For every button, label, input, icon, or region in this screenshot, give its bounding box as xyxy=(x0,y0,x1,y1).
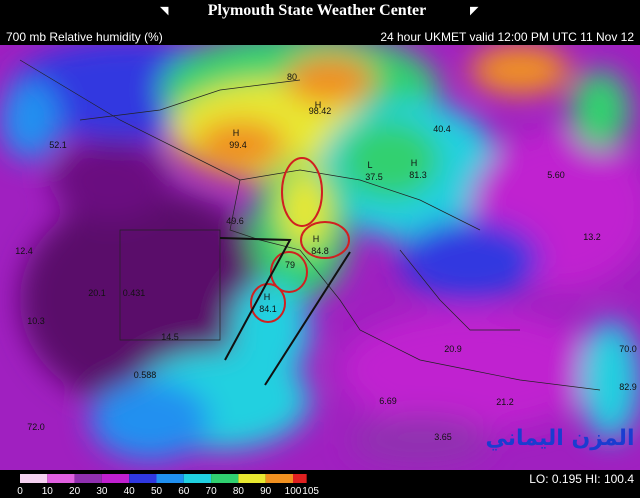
map-label: H xyxy=(233,128,240,138)
map-label: 14.5 xyxy=(161,332,179,342)
colorbar-swatch xyxy=(74,474,102,483)
map-label: 70.0 xyxy=(619,344,637,354)
colorbar-swatch xyxy=(101,474,130,483)
colorbar-label: 70 xyxy=(206,486,218,497)
map-label: 79 xyxy=(285,260,295,270)
map-label: 52.1 xyxy=(49,140,67,150)
map-label: 13.2 xyxy=(583,232,601,242)
map-label: L xyxy=(367,160,372,170)
trough-lines xyxy=(219,237,351,386)
colorbar-swatch xyxy=(238,474,266,483)
map-label: 40.4 xyxy=(433,124,451,134)
map-label: 81.3 xyxy=(409,170,427,180)
colorbar: 0 10 20 30 40 50 60 70 80 90 100 105 xyxy=(17,474,319,497)
title-icon: ◥ xyxy=(160,5,169,17)
map-label: 84.1 xyxy=(259,304,277,314)
map-label: 5.60 xyxy=(547,170,565,180)
product-label: 700 mb Relative humidity (%) xyxy=(6,30,163,44)
map-label: H xyxy=(313,234,320,244)
watermark: المزن اليماني xyxy=(486,426,635,451)
colorbar-label: 40 xyxy=(124,486,136,497)
map-label: 98.42 xyxy=(309,106,332,116)
colorbar-swatch xyxy=(211,474,239,483)
colorbar-label: 10 xyxy=(42,486,54,497)
map-label: 37.5 xyxy=(365,172,383,182)
map-label: H xyxy=(315,100,322,110)
colorbar-label: 105 xyxy=(302,486,319,497)
map-label: 0.588 xyxy=(134,370,157,380)
map-label: 72.0 xyxy=(27,422,45,432)
colorbar-swatch xyxy=(156,474,184,483)
title: Plymouth State Weather Center xyxy=(208,2,426,19)
extremes: LO: 0.195 HI: 100.4 xyxy=(529,472,634,486)
colorbar-label: 80 xyxy=(233,486,245,497)
map-label: 0.431 xyxy=(123,288,146,298)
colorbar-swatch xyxy=(265,474,293,483)
map-label: H xyxy=(411,158,418,168)
map-label: H xyxy=(264,292,271,302)
colorbar-swatch xyxy=(183,474,212,483)
map-label: 10.3 xyxy=(27,316,45,326)
colorbar-label: 100 xyxy=(285,486,302,497)
map-label: 20.1 xyxy=(88,288,106,298)
colorbar-label: 90 xyxy=(260,486,272,497)
title-icon: ◤ xyxy=(470,5,479,17)
map-label: 3.65 xyxy=(434,432,452,442)
map-label: 6.69 xyxy=(379,396,397,406)
colorbar-swatch xyxy=(20,474,48,483)
map-label: 21.2 xyxy=(496,397,514,407)
coastlines xyxy=(19,59,601,391)
info-bar xyxy=(0,29,640,45)
colorbar-swatch xyxy=(129,474,157,483)
map-label: 12.4 xyxy=(15,246,33,256)
colorbar-swatch xyxy=(47,474,75,483)
map-label: 49.6 xyxy=(226,216,244,226)
map-label: 82.9 xyxy=(619,382,637,392)
colorbar-label: 50 xyxy=(151,486,163,497)
map-label: 99.4 xyxy=(229,140,247,150)
map-label: 20.9 xyxy=(444,344,462,354)
map-label: 84.8 xyxy=(311,246,329,256)
humidity-field xyxy=(0,45,640,470)
title-bar xyxy=(0,0,640,22)
colorbar-swatch xyxy=(293,474,307,483)
colorbar-label: 20 xyxy=(69,486,81,497)
map-labels: H99.4H98.428052.1L37.5H81.3H84.879H84.14… xyxy=(15,72,637,442)
colorbar-label: 60 xyxy=(178,486,190,497)
valid-time: 24 hour UKMET valid 12:00 PM UTC 11 Nov … xyxy=(380,30,634,44)
highlight-circles xyxy=(250,157,350,323)
colorbar-label: 0 xyxy=(17,486,23,497)
map-label: 80 xyxy=(287,72,297,82)
colorbar-label: 30 xyxy=(96,486,108,497)
